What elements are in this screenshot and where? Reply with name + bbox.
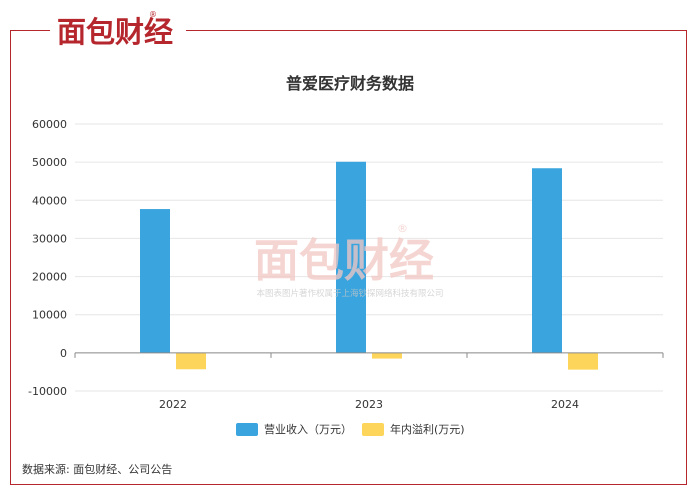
data-source-note: 数据来源: 面包财经、公司公告 (22, 463, 173, 476)
brand-logo: 面包财经 ® (57, 10, 173, 49)
frame-top-border-left (10, 30, 50, 31)
grid-lines (75, 123, 663, 392)
x-tick-label: 2023 (355, 398, 383, 411)
bar-revenue-2023 (336, 161, 366, 353)
bar-profit-2024 (568, 352, 598, 370)
y-axis-ticks: 60000 50000 40000 30000 20000 10000 0 -10000 (28, 118, 67, 398)
y-tick-label: 30000 (32, 232, 67, 245)
y-tick-label: 0 (60, 347, 67, 360)
brand-logo-text: 面包财经 (57, 15, 173, 49)
watermark-logo-text: 面包财经 (254, 234, 434, 287)
chart-title: 普爱医疗财务数据 (286, 74, 414, 93)
y-tick-label: 20000 (32, 271, 67, 284)
x-tick-label: 2024 (551, 398, 579, 411)
y-tick-label: -10000 (28, 385, 67, 398)
x-tick-label: 2022 (159, 398, 187, 411)
bar-revenue-2024 (532, 168, 562, 353)
frame-top-border-right (186, 30, 687, 31)
registered-mark: ® (149, 10, 157, 19)
legend-swatch (236, 423, 258, 436)
bar-profit-2022 (176, 352, 206, 370)
legend-label: 年内溢利(万元) (390, 422, 465, 436)
legend-label: 营业收入（万元） (264, 422, 352, 436)
watermark-registered-mark: ® (397, 222, 408, 235)
chart-frame (10, 30, 687, 485)
y-tick-label: 50000 (32, 156, 67, 169)
x-axis-ticks: 2022 2023 2024 (74, 352, 664, 411)
watermark: 面包财经 ® 本图表图片著作权属于上海钞探网络科技有限公司 (254, 222, 444, 299)
legend: 营业收入（万元） 年内溢利(万元) (236, 422, 465, 436)
legend-swatch (362, 423, 384, 436)
bar-profit-2023 (372, 352, 402, 359)
bar-revenue-2022 (140, 209, 170, 353)
y-tick-label: 40000 (32, 194, 67, 207)
watermark-caption: 本图表图片著作权属于上海钞探网络科技有限公司 (256, 288, 443, 299)
y-tick-label: 60000 (32, 118, 67, 131)
y-tick-label: 10000 (32, 309, 67, 322)
bars (140, 161, 598, 370)
